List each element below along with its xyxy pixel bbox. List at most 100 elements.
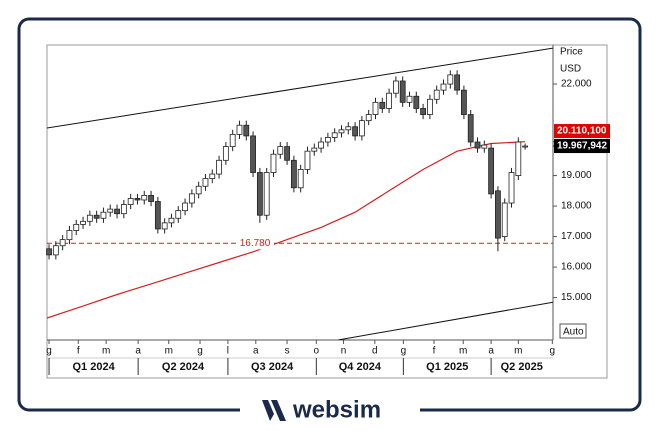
y-tick-label: 16.000: [561, 262, 592, 273]
x-tick-label: a: [135, 346, 141, 357]
y-tick-label: 17.000: [561, 231, 592, 242]
quarter-label: Q2 2024: [162, 361, 205, 373]
candle-body: [304, 150, 311, 170]
candle-body: [161, 222, 168, 230]
candle-body: [284, 146, 290, 161]
candle-body: [120, 204, 127, 215]
candle-body: [365, 114, 372, 122]
quarter-label: Q2 2025: [501, 361, 543, 373]
moving-average: [47, 141, 526, 319]
candle-body: [73, 223, 80, 231]
candle-body: [134, 198, 141, 201]
candle-body: [461, 89, 467, 115]
candle-body: [427, 98, 433, 115]
candle-body: [236, 124, 243, 135]
auto-button-label[interactable]: Auto: [563, 327, 584, 338]
x-tick-label: m: [165, 346, 173, 357]
candle-body: [433, 89, 440, 100]
candle-body: [447, 74, 454, 85]
trendline: [47, 47, 553, 129]
price-tag: [554, 124, 610, 139]
candle-body: [474, 141, 481, 149]
candle-body: [352, 126, 358, 137]
candle-body: [440, 83, 447, 91]
x-tick-label: d: [372, 346, 378, 357]
auto-button[interactable]: [559, 323, 587, 339]
candle-body: [420, 108, 426, 115]
candle-body: [495, 190, 501, 239]
x-tick-label: g: [550, 346, 556, 357]
candle-body: [406, 95, 413, 103]
candle-body: [488, 147, 495, 195]
candle-body: [399, 80, 406, 103]
price-tag: [554, 139, 610, 154]
x-tick-label: f: [77, 346, 80, 357]
x-tick-label: o: [314, 346, 320, 357]
candle-body: [454, 74, 461, 91]
quarter-label: Q1 2024: [72, 361, 115, 373]
candle-body: [209, 173, 216, 180]
candle-body: [345, 126, 352, 131]
price-tag-label: 19.967,942: [557, 141, 607, 152]
candle-body: [148, 194, 154, 202]
candle-body: [202, 178, 209, 187]
candle-body: [501, 202, 508, 237]
x-tick-label: f: [433, 346, 436, 357]
candle-body: [168, 217, 175, 224]
candle-body: [392, 80, 399, 94]
candle-body: [372, 101, 379, 115]
plot: 22.000 19.000 18.000 17.000 16.000 15.000 g f m a…: [46, 47, 610, 375]
price-tag-label: 20.110,100: [557, 126, 607, 137]
candle-body: [229, 133, 236, 147]
candle-body: [175, 210, 182, 219]
candle-body: [182, 202, 188, 212]
logo-icon: [262, 400, 286, 421]
candle-body: [93, 214, 100, 219]
y-tick-label: 19.000: [561, 170, 592, 181]
candle-body: [46, 248, 52, 256]
candle-body: [379, 101, 386, 109]
candle-body: [250, 135, 256, 173]
x-tick-label: a: [488, 346, 494, 357]
candle-body: [290, 159, 297, 189]
x-tick-label: s: [285, 346, 290, 357]
candle-body: [100, 211, 107, 219]
candle-body: [222, 146, 229, 161]
y-tick-label: 18.000: [561, 201, 592, 212]
chart-panel: [46, 44, 608, 379]
candle-body: [324, 137, 331, 143]
candle-body: [481, 144, 488, 149]
logo-text: websim: [292, 396, 381, 423]
candle-body: [243, 124, 250, 137]
trendline: [338, 301, 553, 340]
level-label: 16.780: [240, 238, 271, 249]
candle-body: [216, 159, 222, 175]
candle-body: [154, 201, 161, 230]
candle-body: [318, 141, 324, 149]
candle-body: [522, 145, 529, 148]
candle-body: [195, 185, 202, 195]
candle-body: [270, 153, 277, 173]
candle-body: [277, 146, 284, 155]
candle-body: [515, 141, 522, 176]
candle-body: [86, 214, 93, 222]
x-tick-label: g: [46, 346, 52, 357]
candle-body: [338, 129, 345, 134]
y-tick-label: 15.000: [561, 292, 592, 303]
x-tick-label: n: [341, 346, 347, 357]
candle-body: [297, 169, 304, 189]
level-label-bg: [236, 237, 274, 250]
candle-body: [331, 132, 338, 138]
candle-body: [256, 172, 263, 216]
candle-body: [263, 172, 270, 216]
candle-body: [127, 198, 134, 205]
candle-body: [107, 208, 114, 213]
candle-body: [413, 95, 420, 109]
x-tick-label: m: [514, 346, 522, 357]
x-tick-label: a: [253, 346, 259, 357]
quarter-label: Q1 2025: [426, 361, 468, 373]
candle-body: [52, 245, 59, 256]
x-tick-label: m: [459, 346, 467, 357]
x-tick-label: g: [401, 346, 407, 357]
